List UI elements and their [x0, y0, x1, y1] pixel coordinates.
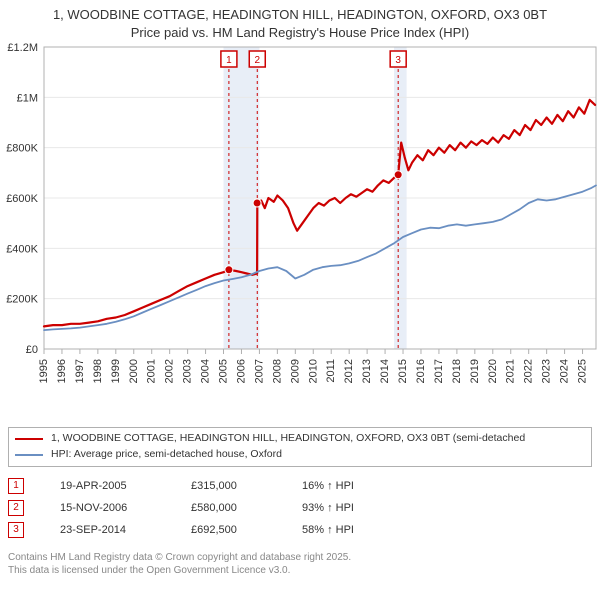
svg-text:2025: 2025	[577, 359, 589, 383]
svg-text:2001: 2001	[146, 359, 158, 383]
svg-text:£1M: £1M	[17, 92, 38, 104]
sale-badge-1: 1	[8, 478, 24, 494]
svg-text:2016: 2016	[415, 359, 427, 383]
sale-date: 23-SEP-2014	[60, 524, 155, 536]
svg-text:2021: 2021	[505, 359, 517, 383]
sale-pct: 58% ↑ HPI	[302, 524, 382, 536]
svg-text:2023: 2023	[541, 359, 553, 383]
legend-row-2: HPI: Average price, semi-detached house,…	[15, 447, 585, 463]
sale-badge-2: 2	[8, 500, 24, 516]
svg-text:2012: 2012	[343, 359, 355, 383]
sales-row: 3 23-SEP-2014 £692,500 58% ↑ HPI	[8, 519, 592, 541]
svg-text:2008: 2008	[271, 359, 283, 383]
svg-text:2018: 2018	[451, 359, 463, 383]
svg-text:2003: 2003	[182, 359, 194, 383]
sale-price: £580,000	[191, 502, 266, 514]
svg-text:1: 1	[226, 55, 232, 66]
sales-table: 1 19-APR-2005 £315,000 16% ↑ HPI 2 15-NO…	[8, 475, 592, 541]
footnote-line-1: Contains HM Land Registry data © Crown c…	[8, 551, 592, 565]
svg-text:2007: 2007	[253, 359, 265, 383]
svg-text:2022: 2022	[523, 359, 535, 383]
sale-pct: 16% ↑ HPI	[302, 480, 382, 492]
svg-text:£400K: £400K	[6, 243, 38, 255]
svg-text:2000: 2000	[128, 359, 140, 383]
svg-text:2013: 2013	[361, 359, 373, 383]
legend-row-1: 1, WOODBINE COTTAGE, HEADINGTON HILL, HE…	[15, 431, 585, 447]
svg-text:2011: 2011	[325, 359, 337, 383]
sale-badge-3: 3	[8, 522, 24, 538]
svg-text:2019: 2019	[469, 359, 481, 383]
svg-text:1999: 1999	[110, 359, 122, 383]
footnote-line-2: This data is licensed under the Open Gov…	[8, 564, 592, 578]
chart-area: £0 £200K £400K £600K £800K £1M £1.2M 1995 1996 19…	[0, 41, 600, 421]
title-line-1: 1, WOODBINE COTTAGE, HEADINGTON HILL, HE…	[10, 6, 590, 24]
title-line-2: Price paid vs. HM Land Registry's House …	[10, 24, 590, 42]
legend: 1, WOODBINE COTTAGE, HEADINGTON HILL, HE…	[8, 427, 592, 467]
svg-text:2004: 2004	[200, 359, 212, 383]
svg-text:£800K: £800K	[6, 143, 38, 155]
svg-text:2024: 2024	[559, 359, 571, 383]
svg-text:2002: 2002	[164, 359, 176, 383]
sales-row: 1 19-APR-2005 £315,000 16% ↑ HPI	[8, 475, 592, 497]
footnote: Contains HM Land Registry data © Crown c…	[8, 551, 592, 578]
svg-text:2006: 2006	[235, 359, 247, 383]
chart-title: 1, WOODBINE COTTAGE, HEADINGTON HILL, HE…	[0, 0, 600, 41]
svg-text:2: 2	[254, 55, 260, 66]
svg-text:1995: 1995	[38, 359, 50, 383]
svg-text:3: 3	[395, 55, 401, 66]
sale-date: 19-APR-2005	[60, 480, 155, 492]
svg-text:2020: 2020	[487, 359, 499, 383]
sale-price: £692,500	[191, 524, 266, 536]
sale-date: 15-NOV-2006	[60, 502, 155, 514]
svg-text:2017: 2017	[433, 359, 445, 383]
svg-text:2015: 2015	[397, 359, 409, 383]
svg-text:2010: 2010	[307, 359, 319, 383]
legend-label-2: HPI: Average price, semi-detached house,…	[51, 447, 282, 463]
svg-text:1998: 1998	[92, 359, 104, 383]
chart-svg: £0 £200K £400K £600K £800K £1M £1.2M 1995 1996 19…	[0, 41, 600, 421]
svg-text:£1.2M: £1.2M	[7, 42, 38, 54]
svg-text:£200K: £200K	[6, 294, 38, 306]
legend-label-1: 1, WOODBINE COTTAGE, HEADINGTON HILL, HE…	[51, 431, 525, 447]
svg-text:1996: 1996	[56, 359, 68, 383]
svg-text:2014: 2014	[379, 359, 391, 383]
svg-text:2005: 2005	[218, 359, 230, 383]
legend-swatch-1	[15, 438, 43, 440]
svg-text:£600K: £600K	[6, 193, 38, 205]
svg-text:£0: £0	[26, 344, 38, 356]
sale-pct: 93% ↑ HPI	[302, 502, 382, 514]
svg-text:1997: 1997	[74, 359, 86, 383]
legend-swatch-2	[15, 454, 43, 456]
sale-price: £315,000	[191, 480, 266, 492]
sales-row: 2 15-NOV-2006 £580,000 93% ↑ HPI	[8, 497, 592, 519]
svg-text:2009: 2009	[289, 359, 301, 383]
